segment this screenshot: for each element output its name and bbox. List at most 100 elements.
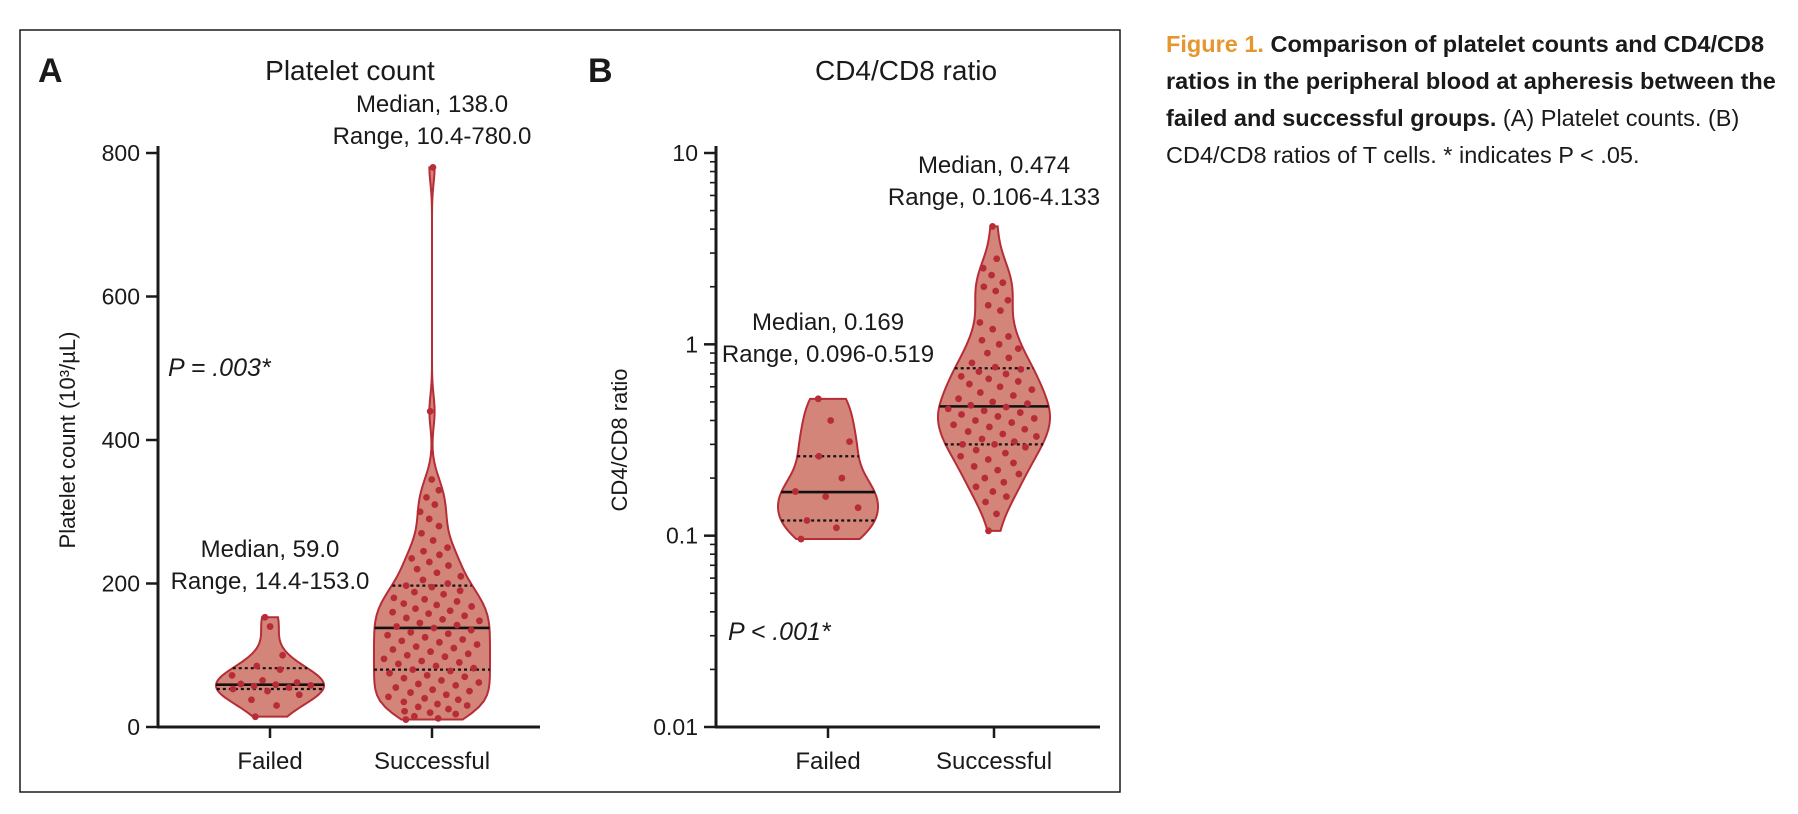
data-point <box>1015 470 1023 478</box>
data-point <box>997 307 1004 315</box>
data-point <box>386 669 393 677</box>
data-point <box>403 651 411 659</box>
data-point <box>394 660 402 668</box>
data-point <box>293 679 301 686</box>
data-point <box>407 628 415 636</box>
data-point <box>1028 386 1036 393</box>
data-point <box>968 359 976 367</box>
data-point <box>418 657 426 665</box>
data-point <box>433 601 441 609</box>
data-point <box>846 438 853 446</box>
data-point <box>1010 459 1017 467</box>
data-point <box>413 565 421 573</box>
data-point <box>964 428 972 435</box>
data-point <box>436 551 443 559</box>
data-point <box>436 638 443 646</box>
panel-b-p-value: P < .001* <box>728 618 832 646</box>
data-point <box>307 681 315 689</box>
data-point <box>398 637 406 645</box>
data-point <box>444 544 451 552</box>
data-point <box>454 696 462 704</box>
data-point <box>410 712 418 720</box>
data-point <box>984 301 992 309</box>
data-point <box>425 610 433 618</box>
y-tick-label: 200 <box>102 571 140 597</box>
data-point <box>266 623 274 630</box>
data-point <box>400 600 408 607</box>
data-point <box>959 440 967 448</box>
data-point <box>445 705 452 713</box>
data-point <box>251 713 259 721</box>
data-point <box>957 452 965 460</box>
panel-b-y-ticks: 0.01 0.1 1 10 <box>653 140 716 740</box>
data-point <box>423 494 430 501</box>
panel-a-label: A <box>38 52 63 90</box>
y-tick-label: 600 <box>102 284 140 310</box>
data-point <box>985 527 992 535</box>
panel-b-title: CD4/CD8 ratio <box>815 55 997 86</box>
data-point <box>237 680 245 688</box>
data-point <box>408 554 416 562</box>
data-point <box>972 417 979 424</box>
data-point <box>432 662 440 670</box>
x-tick-label: Successful <box>936 748 1052 775</box>
data-point <box>467 626 475 634</box>
data-point <box>433 569 441 577</box>
data-point <box>402 614 410 622</box>
data-point <box>815 452 823 460</box>
panel-a-ylabel: Platelet count (10³/µL) <box>55 332 80 549</box>
data-point <box>431 501 439 508</box>
data-point <box>984 456 992 463</box>
caption-label: Figure 1. <box>1166 31 1264 57</box>
data-point <box>429 163 437 171</box>
data-point <box>992 287 1000 295</box>
data-point <box>854 504 862 512</box>
data-point <box>273 702 280 709</box>
panel-b-ylabel: CD4/CD8 ratio <box>607 368 632 511</box>
range-annotation: Range, 0.106-4.133 <box>888 184 1100 211</box>
panel-b-label: B <box>588 52 613 90</box>
data-point <box>466 687 473 695</box>
data-point <box>261 613 269 621</box>
data-point <box>972 446 980 454</box>
data-point <box>401 707 408 715</box>
data-point <box>1000 478 1008 486</box>
violin-successful <box>936 225 1052 532</box>
data-point <box>464 650 472 658</box>
data-point <box>446 607 454 615</box>
data-point <box>822 493 830 501</box>
data-point <box>476 617 483 625</box>
data-point <box>993 510 1000 518</box>
data-point <box>402 716 410 723</box>
data-point <box>988 271 995 279</box>
data-point <box>414 680 422 688</box>
x-tick-label: Successful <box>374 748 490 775</box>
data-point <box>380 655 388 663</box>
panel-a-p-value: P = .003* <box>168 354 272 382</box>
data-point <box>980 283 988 291</box>
data-point <box>453 598 461 605</box>
data-point <box>442 691 450 699</box>
data-point <box>797 535 805 543</box>
panel-a-x-ticks: Failed Successful <box>237 727 490 775</box>
data-point <box>978 336 986 344</box>
data-point <box>984 349 991 357</box>
data-point <box>461 612 468 620</box>
data-point <box>965 380 973 388</box>
data-point <box>994 466 1002 474</box>
data-point <box>435 522 443 530</box>
y-tick-label: 10 <box>672 140 698 166</box>
data-point <box>991 440 998 448</box>
data-point <box>803 517 811 524</box>
data-point <box>459 636 467 643</box>
median-annotation: Median, 59.0 <box>201 536 340 563</box>
data-point <box>981 474 989 482</box>
x-tick-label: Failed <box>237 748 302 775</box>
data-point <box>444 630 452 638</box>
data-point <box>975 368 983 376</box>
data-point <box>1014 378 1022 385</box>
data-point <box>444 580 452 587</box>
data-point <box>414 703 422 711</box>
data-point <box>972 483 980 491</box>
data-point <box>295 691 303 699</box>
